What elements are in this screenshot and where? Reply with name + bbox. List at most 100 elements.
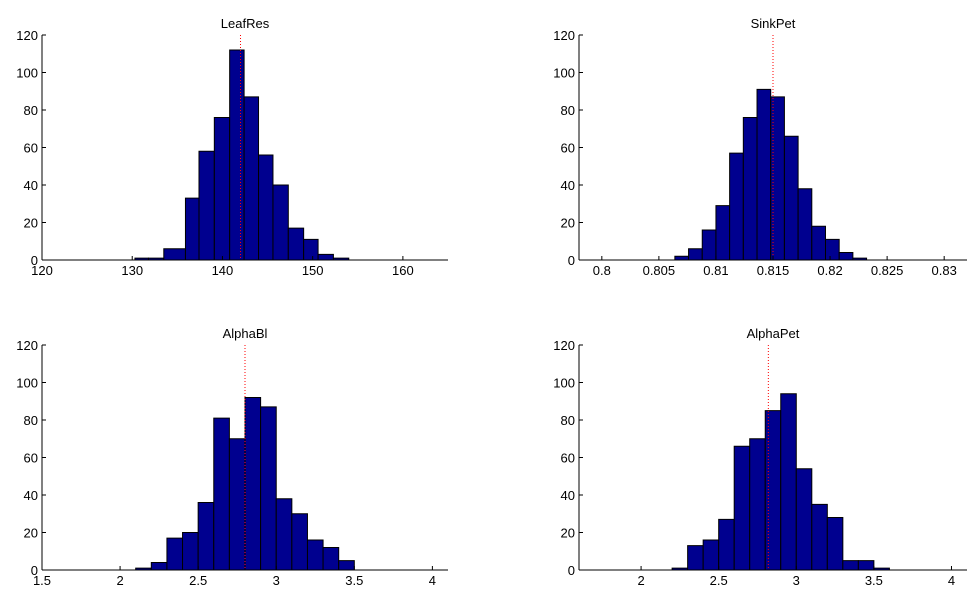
y-tick-label: 0 [568,253,575,268]
histogram-bar [184,197,200,261]
histogram-bar [275,498,293,571]
y-tick-label: 80 [561,103,575,118]
histogram-bar [147,257,165,261]
histogram-bar [291,513,308,571]
y-tick-label: 0 [31,253,38,268]
x-tick-label: 130 [121,263,143,278]
x-tick-label: 120 [31,263,53,278]
x-tick-label: 0.8 [593,263,611,278]
y-tick-label: 80 [24,413,38,428]
histogram-bar [317,253,334,261]
x-tick-label: 3.5 [345,573,363,588]
histogram-bar [243,96,260,261]
histogram-bar [749,438,766,571]
histogram-bar [842,560,859,571]
y-tick-label: 60 [24,451,38,466]
histogram-bar [715,205,731,261]
histogram-bar [780,393,797,571]
y-tick-label: 60 [561,451,575,466]
x-tick-label: 0.825 [871,263,904,278]
histogram-bar [272,184,289,261]
y-tick-label: 120 [16,338,38,353]
x-tick-label: 2.5 [710,573,728,588]
histogram-bar [229,49,245,261]
histogram-bar [244,397,262,571]
x-tick-label: 3 [793,573,800,588]
histogram-bar [756,88,772,261]
x-tick-label: 2.5 [189,573,207,588]
histogram-bar [838,252,854,261]
subplot-title: AlphaBl [223,326,268,341]
histogram-bar [687,545,704,571]
y-tick-label: 20 [561,526,575,541]
x-tick-label: 0.815 [757,263,790,278]
histogram-bar [824,238,840,261]
y-tick-label: 0 [568,563,575,578]
subplot-2: SinkPet 0 20 40 60 80 100 120 0.8 0.805 0.81 0.815 0… [553,16,967,278]
histogram-bar [306,539,324,571]
histogram-bar [213,117,231,261]
histogram-bar [701,229,717,261]
histogram-bar [260,406,277,571]
histogram-bar [702,539,720,571]
histogram-bar [671,567,689,571]
histogram-bar [166,537,184,571]
x-tick-label: 3.5 [865,573,883,588]
histogram-bar [303,238,319,261]
histogram-bar [198,150,215,261]
subplot-title: LeafRes [221,16,270,31]
histogram-bar [228,438,246,571]
y-tick-label: 20 [24,216,38,231]
histogram-bar [213,417,230,571]
histogram-bar [826,517,844,571]
x-tick-label: 0.82 [817,263,842,278]
y-tick-label: 40 [561,178,575,193]
y-tick-label: 120 [553,28,575,43]
histogram-bar [182,532,199,571]
y-tick-label: 60 [561,141,575,156]
histogram-bar [332,257,350,261]
x-tick-label: 0.805 [643,263,676,278]
y-tick-label: 80 [561,413,575,428]
histogram-bar [258,154,274,261]
x-tick-label: 140 [212,263,234,278]
histogram-bar [688,248,703,261]
y-tick-label: 100 [553,376,575,391]
histogram-bar [811,225,826,261]
histogram-bar [783,135,799,261]
histogram-bar [797,188,813,261]
histogram-bar [852,257,868,261]
x-tick-label: 1.5 [33,573,51,588]
histogram-bar [811,503,828,571]
histogram-bar [742,117,758,261]
y-tick-label: 100 [16,66,38,81]
x-tick-label: 4 [948,573,955,588]
x-tick-label: 0.83 [932,263,957,278]
y-tick-label: 0 [31,563,38,578]
histogram-bar [135,567,152,571]
x-tick-label: 4 [429,573,436,588]
histogram-bar [770,96,785,261]
subplot-1: LeafRes 0 20 40 60 80 100 120 120 130 140 150 160 [16,16,448,278]
histogram-bar [873,567,890,571]
subplot-3: AlphaBl 0 20 40 60 80 100 120 1.5 2 2.5 3 3.5 4 [16,326,448,588]
x-tick-label: 0.81 [703,263,728,278]
x-tick-label: 150 [302,263,324,278]
histogram-bar [163,248,186,261]
y-tick-label: 40 [561,488,575,503]
subplot-title: AlphaPet [747,326,800,341]
x-tick-label: 2 [116,573,123,588]
y-tick-label: 20 [561,216,575,231]
histogram-bar [764,410,782,571]
y-tick-label: 20 [24,526,38,541]
histogram-bar [287,227,305,261]
histogram-bar [150,562,168,571]
histogram-bar [729,152,744,261]
histogram-bar [134,257,149,261]
histogram-bar [795,468,813,571]
histogram-bar [674,255,690,261]
y-tick-label: 120 [553,338,575,353]
histogram-bar [322,547,340,571]
histogram-bar [733,445,751,571]
